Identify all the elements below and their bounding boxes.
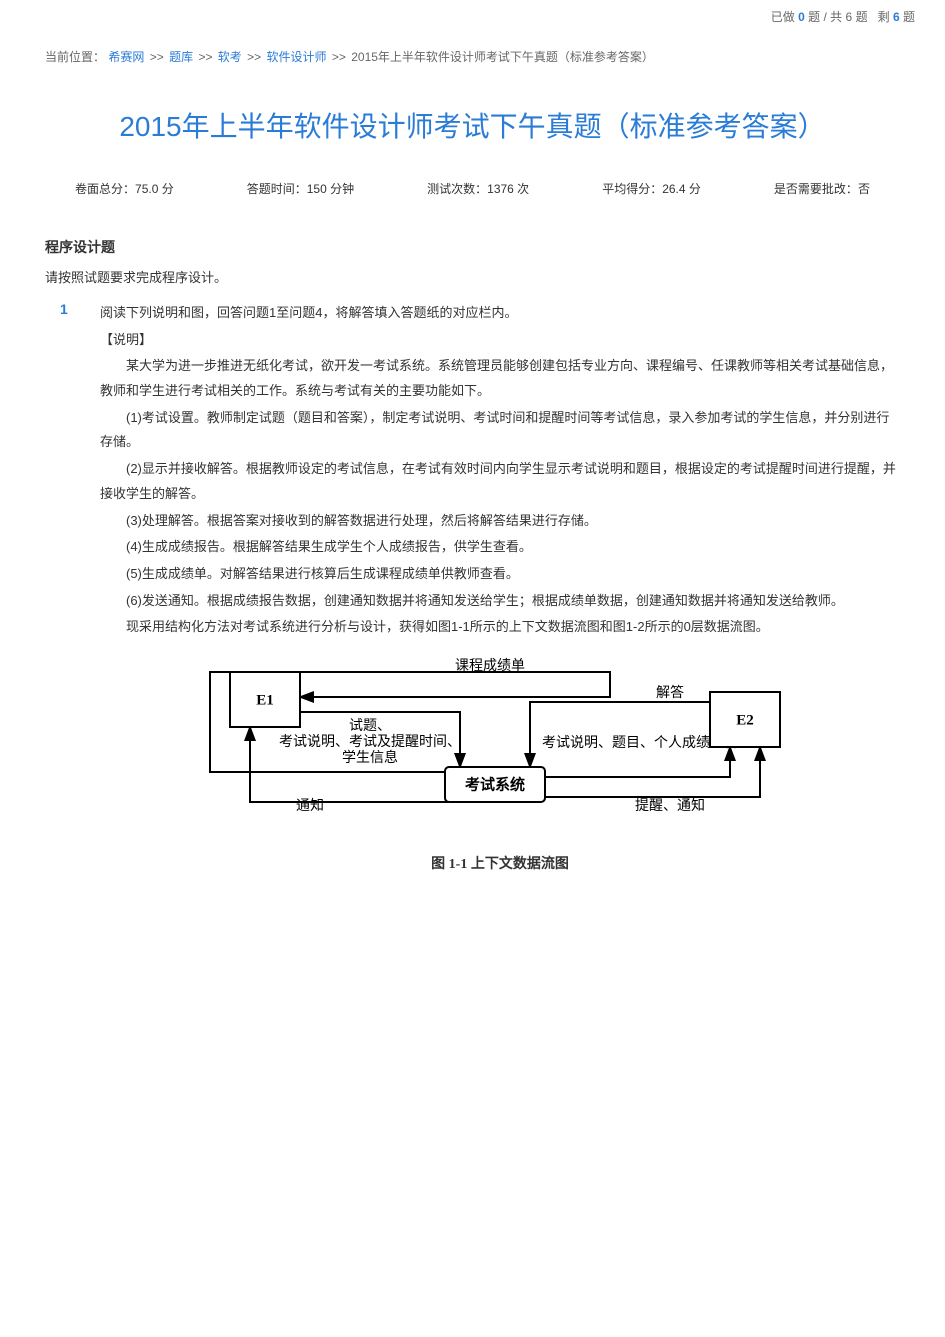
svg-text:E1: E1 — [256, 692, 274, 708]
question-line: 某大学为进一步推进无纸化考试，欲开发一考试系统。系统管理员能够创建包括专业方向、… — [100, 354, 900, 403]
question-line: (4)生成成绩报告。根据解答结果生成学生个人成绩报告，供学生查看。 — [100, 535, 900, 560]
question-line: 【说明】 — [100, 328, 900, 353]
question-line: (3)处理解答。根据答案对接收到的解答数据进行处理，然后将解答结果进行存储。 — [100, 509, 900, 534]
question-line: (6)发送通知。根据成绩报告数据，创建通知数据并将通知发送给学生；根据成绩单数据… — [100, 589, 900, 614]
data-flow-diagram: 课程成绩单试题、考试说明、考试及提醒时间、学生信息通知 解答考试说明、题目、个人成… — [190, 652, 810, 827]
svg-text:试题、: 试题、 — [349, 718, 391, 734]
stat-total-score: 卷面总分：75.0 分 — [75, 180, 174, 197]
question-line: 现采用结构化方法对考试系统进行分析与设计，获得如图1-1所示的上下文数据流图和图… — [100, 615, 900, 640]
section-instruction: 请按照试题要求完成程序设计。 — [45, 267, 900, 301]
svg-text:考试系统: 考试系统 — [465, 775, 525, 793]
remain-count: 6 — [893, 10, 900, 24]
breadcrumb-link[interactable]: 软考 — [218, 50, 242, 64]
breadcrumb: 当前位置： 希赛网 >> 题库 >> 软考 >> 软件设计师 >> 2015年上… — [45, 33, 900, 80]
breadcrumb-link[interactable]: 希赛网 — [108, 50, 144, 64]
progress-bar: 已做 0 题 / 共 6 题 剩 6 题 — [0, 0, 945, 33]
question-line: (1)考试设置。教师制定试题（题目和答案），制定考试说明、考试时间和提醒时间等考… — [100, 406, 900, 455]
question-line: (5)生成成绩单。对解答结果进行核算后生成课程成绩单供教师查看。 — [100, 562, 900, 587]
question-line: 阅读下列说明和图，回答问题1至问题4，将解答填入答题纸的对应栏内。 — [100, 301, 900, 326]
question-body: 阅读下列说明和图，回答问题1至问题4，将解答填入答题纸的对应栏内。 【说明】 某… — [45, 301, 900, 889]
svg-text:课程成绩单: 课程成绩单 — [455, 658, 525, 674]
stat-avg: 平均得分：26.4 分 — [602, 180, 701, 197]
svg-text:E2: E2 — [736, 712, 754, 728]
stat-attempts: 测试次数：1376 次 — [427, 180, 529, 197]
question: 1 阅读下列说明和图，回答问题1至问题4，将解答填入答题纸的对应栏内。 【说明】… — [45, 301, 900, 889]
svg-text:提醒、通知: 提醒、通知 — [635, 797, 705, 814]
stats-row: 卷面总分：75.0 分 答题时间：150 分钟 测试次数：1376 次 平均得分… — [45, 180, 900, 237]
stat-review: 是否需要批改：否 — [774, 180, 870, 197]
svg-text:通知: 通知 — [296, 797, 324, 814]
page-title: 2015年上半年软件设计师考试下午真题（标准参考答案） — [45, 80, 900, 180]
done-count: 0 — [798, 10, 805, 24]
diagram-caption: 图 1-1 上下文数据流图 — [100, 842, 900, 889]
section-title: 程序设计题 — [45, 237, 900, 267]
svg-text:学生信息: 学生信息 — [342, 749, 398, 766]
done-label: 已做 — [771, 10, 795, 24]
breadcrumb-label: 当前位置： — [45, 50, 105, 64]
question-number: 1 — [60, 301, 68, 317]
svg-text:考试说明、考试及提醒时间、: 考试说明、考试及提醒时间、 — [279, 734, 461, 750]
breadcrumb-current: 2015年上半年软件设计师考试下午真题（标准参考答案） — [351, 50, 654, 64]
svg-text:解答: 解答 — [656, 684, 684, 701]
question-line: (2)显示并接收解答。根据教师设定的考试信息，在考试有效时间内向学生显示考试说明… — [100, 457, 900, 506]
stat-time: 答题时间：150 分钟 — [247, 180, 354, 197]
svg-text:考试说明、题目、个人成绩报告: 考试说明、题目、个人成绩报告 — [542, 735, 738, 751]
diagram-container: 课程成绩单试题、考试说明、考试及提醒时间、学生信息通知 解答考试说明、题目、个人成… — [100, 642, 900, 842]
breadcrumb-link[interactable]: 软件设计师 — [267, 50, 327, 64]
breadcrumb-link[interactable]: 题库 — [169, 50, 193, 64]
